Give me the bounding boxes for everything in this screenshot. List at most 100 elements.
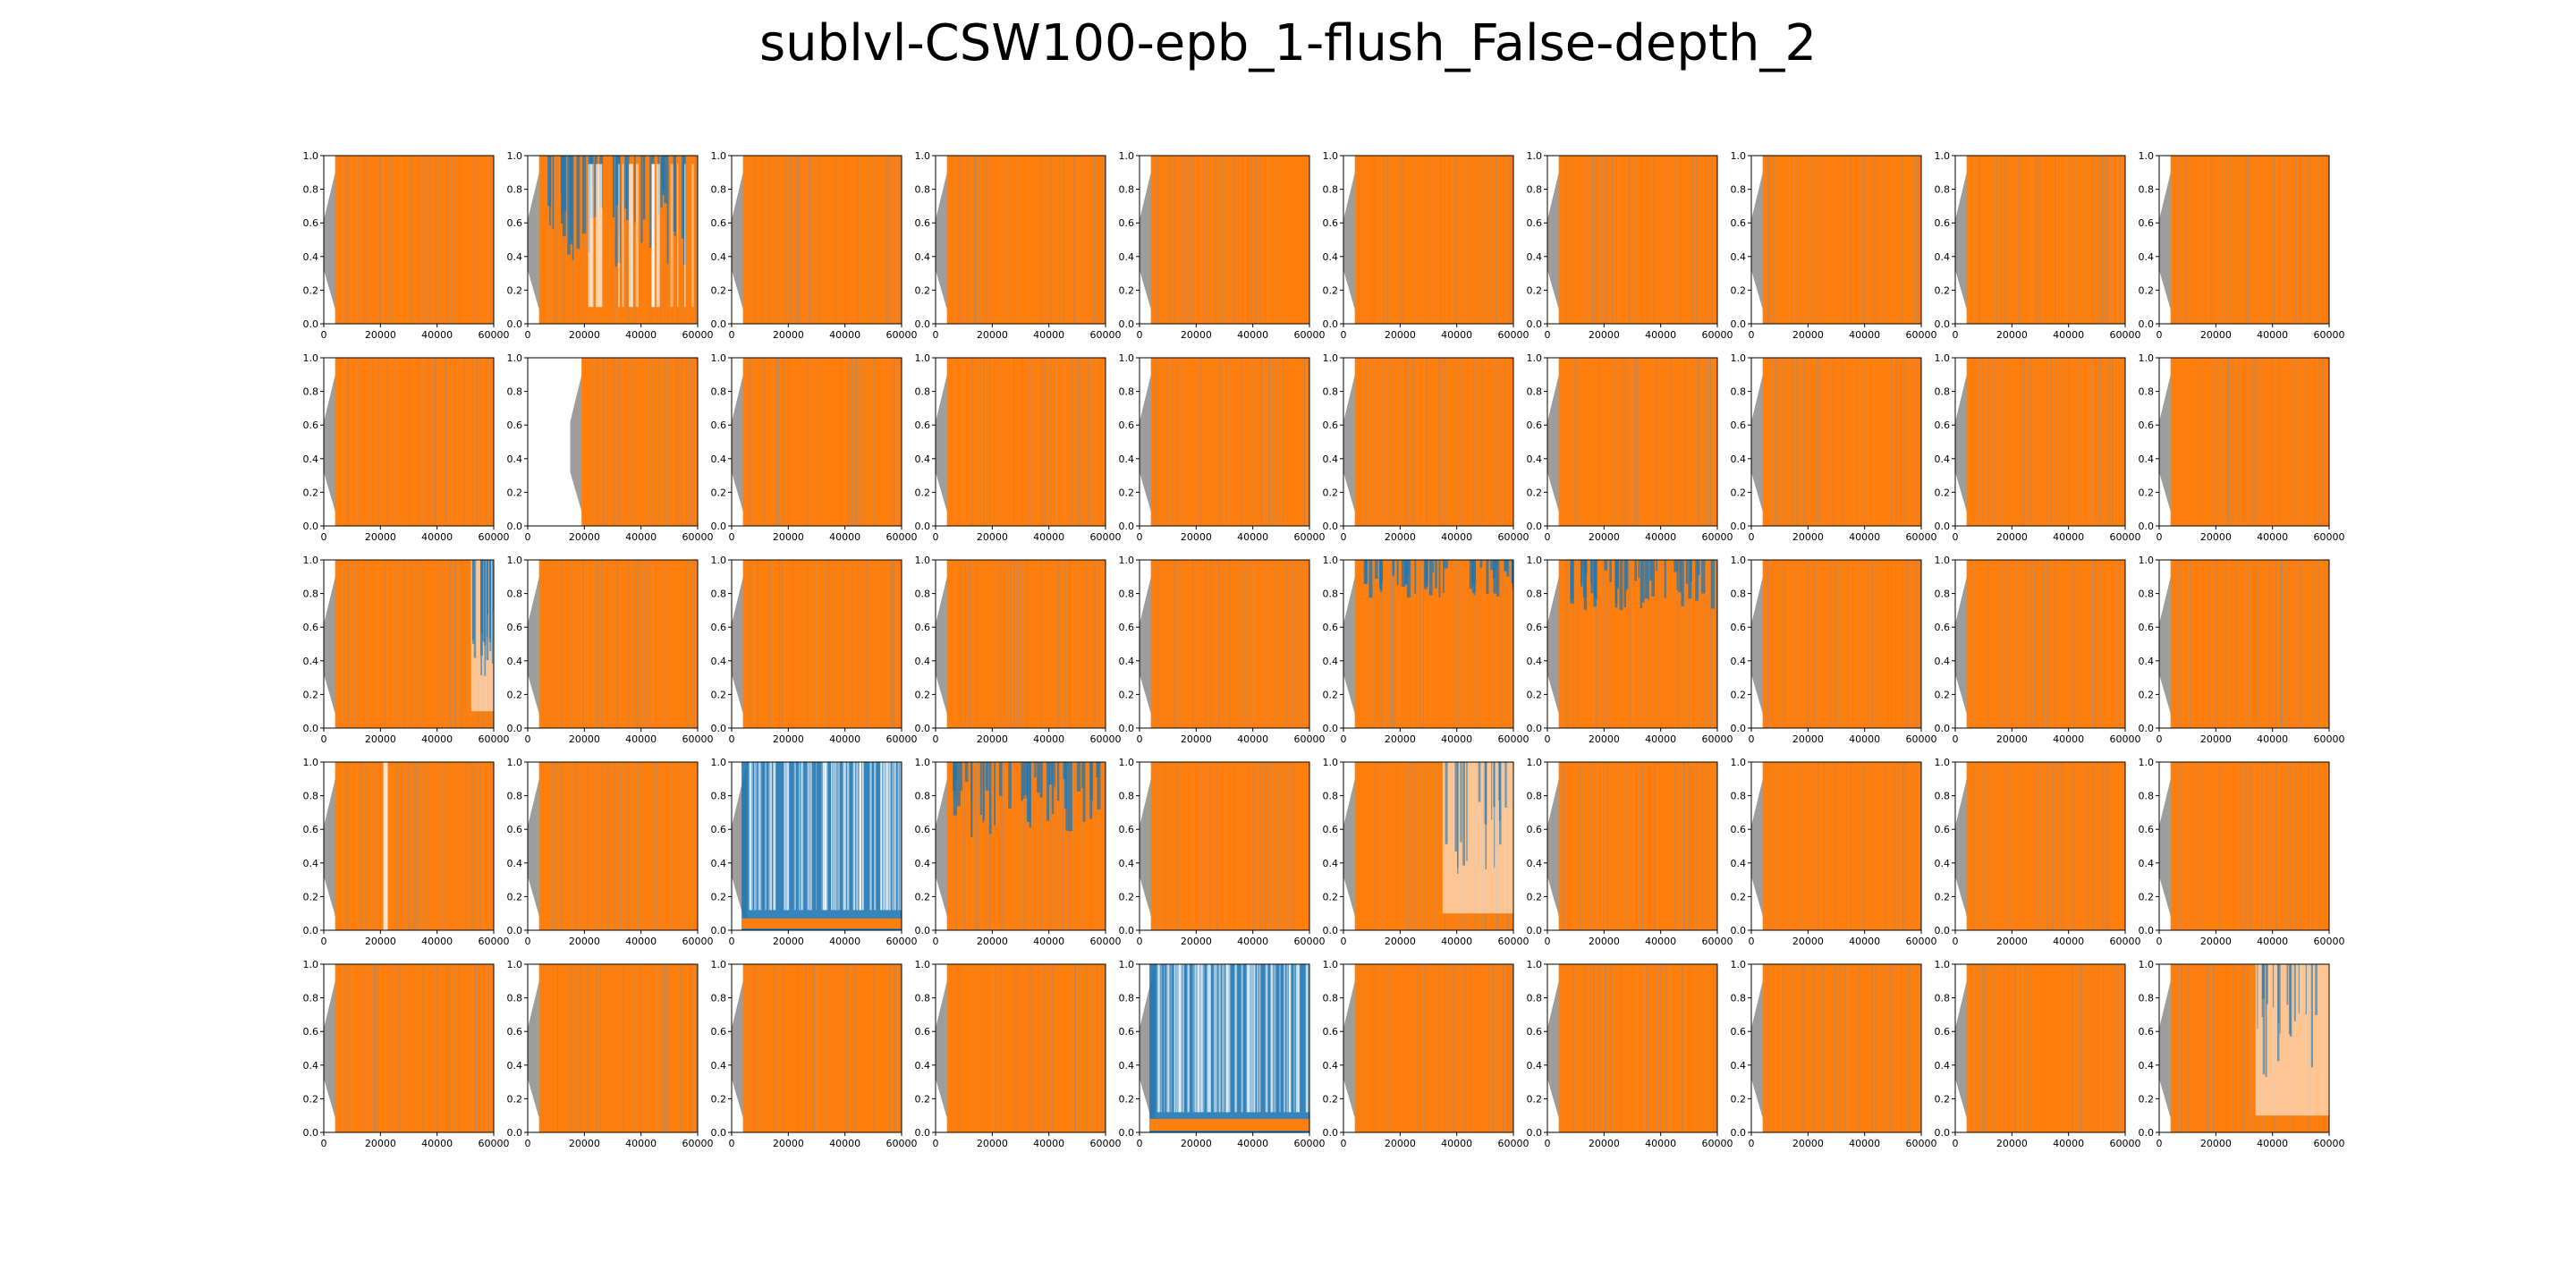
x-tick-label: 20000 xyxy=(1996,733,2028,745)
series-gray-streak xyxy=(2314,358,2315,526)
series-gray-streak xyxy=(666,358,668,526)
series-blue-gap xyxy=(1271,964,1273,1113)
series-blue-gap xyxy=(861,762,864,911)
series-gray-streak xyxy=(1456,156,1457,324)
series-gray-streak xyxy=(1165,762,1166,930)
series-gray-streak xyxy=(1069,762,1071,930)
axes-frame xyxy=(1546,761,1718,931)
plot-area xyxy=(1955,156,2125,324)
plot-area xyxy=(1955,762,2125,930)
series-gray-streak xyxy=(1894,762,1896,930)
series-gray-streak xyxy=(1403,156,1404,324)
series-gray-streak xyxy=(2249,762,2250,930)
series-gray-streak xyxy=(1175,358,1177,526)
y-tick-label: 0.8 xyxy=(2139,589,2155,600)
x-tick-label: 20000 xyxy=(1996,329,2028,341)
series-gray-streak xyxy=(1683,762,1685,930)
series-gray-streak xyxy=(1097,964,1098,1132)
series-gray-streak xyxy=(686,358,688,526)
x-tick-label: 60000 xyxy=(1090,1138,1122,1149)
x-tick-label: 40000 xyxy=(1033,936,1064,947)
series-gray-streak xyxy=(366,560,368,728)
series-gray-streak xyxy=(1227,358,1229,526)
series-gray-streak xyxy=(1044,358,1046,526)
x-tick-label: 0 xyxy=(2157,936,2163,947)
series-gray-streak xyxy=(404,560,406,728)
series-gray-streak xyxy=(1493,358,1495,526)
subplot-r5-c10: 0.00.20.40.60.81.00 20000 40000 60000 xyxy=(2139,959,2345,1149)
y-tick-label: 0.6 xyxy=(2139,419,2155,431)
series-gray-streak xyxy=(1250,358,1251,526)
series-gray-streak xyxy=(1466,964,1468,1132)
series-gray-streak xyxy=(1292,762,1293,930)
series-gray-streak xyxy=(1663,358,1664,526)
axes-frame xyxy=(527,155,699,325)
series-blue-streak xyxy=(1076,762,1081,792)
x-tick-label: 40000 xyxy=(2053,733,2084,745)
series-gray-streak xyxy=(2241,762,2242,930)
series-gray-streak xyxy=(1375,762,1377,930)
series-gray-streak xyxy=(1856,156,1858,324)
series-gray-streak xyxy=(2103,762,2104,930)
series-gray-streak xyxy=(1493,964,1494,1132)
series-gray-streak xyxy=(2023,358,2025,526)
y-tick-label: 0.4 xyxy=(1323,656,1339,667)
series-gray-streak xyxy=(1699,358,1700,526)
y-tick-label: 1.0 xyxy=(303,757,319,768)
series-blue-gap xyxy=(1247,964,1250,1113)
series-gray-streak xyxy=(1809,560,1811,728)
series-blue-gap xyxy=(1163,964,1165,1113)
series-white-gap xyxy=(684,164,686,308)
series-blue-streak xyxy=(1496,560,1500,597)
series-gray-streak xyxy=(1473,358,1475,526)
series-gray-streak xyxy=(865,560,867,728)
series-gray-streak xyxy=(2274,156,2275,324)
series-blue-gap xyxy=(846,762,849,911)
series-gray-streak xyxy=(1266,762,1267,930)
plot-area xyxy=(2159,762,2329,930)
series-gray-streak xyxy=(1605,964,1606,1132)
series-gray-streak xyxy=(1657,560,1659,728)
series-gray-streak xyxy=(2323,156,2324,324)
series-gray-streak xyxy=(1974,762,1976,930)
series-gray-streak xyxy=(441,560,443,728)
series-gray-streak xyxy=(1619,964,1621,1132)
series-gray-streak xyxy=(1040,156,1042,324)
series-gray-streak xyxy=(634,156,636,324)
series-gray-streak xyxy=(422,762,423,930)
series-gray-streak xyxy=(374,964,375,1132)
series-gray-streak xyxy=(2112,358,2114,526)
series-blue-gap xyxy=(1225,964,1228,1113)
series-gray-streak xyxy=(1894,156,1896,324)
series-gray-streak xyxy=(889,560,891,728)
series-gray-streak xyxy=(1816,560,1818,728)
series-gray-streak xyxy=(1806,560,1808,728)
series-gray-streak xyxy=(1806,560,1808,728)
series-gray-streak xyxy=(873,964,875,1132)
series-gray-streak xyxy=(692,560,694,728)
series-gray-streak xyxy=(1917,156,1919,324)
series-gray-streak xyxy=(1494,560,1496,728)
series-gray-streak xyxy=(2062,560,2063,728)
series-gray-streak xyxy=(994,964,996,1132)
series-gray-streak xyxy=(1208,156,1210,324)
axes-frame xyxy=(1139,155,1310,325)
y-tick-label: 0.8 xyxy=(2139,184,2155,196)
series-gray-streak xyxy=(2044,964,2045,1132)
series-gray-streak xyxy=(761,156,763,324)
series-gray-streak xyxy=(595,156,597,324)
subplot-r5-c9: 0.00.20.40.60.81.00 20000 40000 60000 xyxy=(1935,959,2141,1149)
series-gray-streak xyxy=(2281,560,2283,728)
plot-area xyxy=(528,762,698,930)
y-tick-label: 0.0 xyxy=(507,318,523,330)
series-gray-streak xyxy=(754,156,756,324)
series-blue-gap xyxy=(764,762,767,911)
series-gray-streak xyxy=(686,156,688,324)
series-gray-streak xyxy=(1900,964,1902,1132)
series-gray-streak xyxy=(1688,762,1690,930)
series-white-gap xyxy=(629,164,632,308)
series-gray-streak xyxy=(886,156,887,324)
series-gray-streak xyxy=(1015,156,1017,324)
series-gray-streak xyxy=(2325,762,2326,930)
series-blue-streak xyxy=(640,156,643,243)
